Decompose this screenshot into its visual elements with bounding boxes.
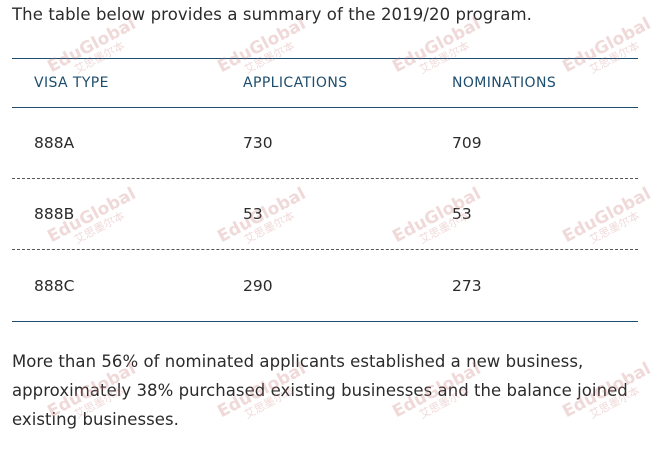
table-header-row: VISA TYPE APPLICATIONS NOMINATIONS bbox=[12, 59, 638, 108]
cell-nominations: 273 bbox=[452, 276, 482, 295]
cell-applications: 290 bbox=[243, 276, 273, 295]
intro-text: The table below provides a summary of th… bbox=[12, 5, 533, 24]
header-applications: APPLICATIONS bbox=[243, 75, 348, 91]
summary-paragraph: More than 56% of nominated applicants es… bbox=[12, 352, 628, 429]
cell-visa-type: 888A bbox=[34, 134, 75, 152]
cell-nominations: 709 bbox=[452, 134, 482, 152]
cell-applications: 730 bbox=[243, 134, 273, 152]
cell-visa-type: 888B bbox=[34, 205, 75, 223]
header-nominations: NOMINATIONS bbox=[452, 75, 557, 91]
cell-visa-type: 888C bbox=[34, 276, 75, 295]
table-row: 888C 290 273 bbox=[12, 250, 638, 321]
visa-summary-table: VISA TYPE APPLICATIONS NOMINATIONS 888A … bbox=[12, 58, 638, 322]
header-visa-type: VISA TYPE bbox=[34, 75, 109, 91]
cell-nominations: 53 bbox=[452, 205, 472, 223]
cell-applications: 53 bbox=[243, 205, 263, 223]
table-row: 888B 53 53 bbox=[12, 179, 638, 250]
table-row: 888A 730 709 bbox=[12, 108, 638, 179]
